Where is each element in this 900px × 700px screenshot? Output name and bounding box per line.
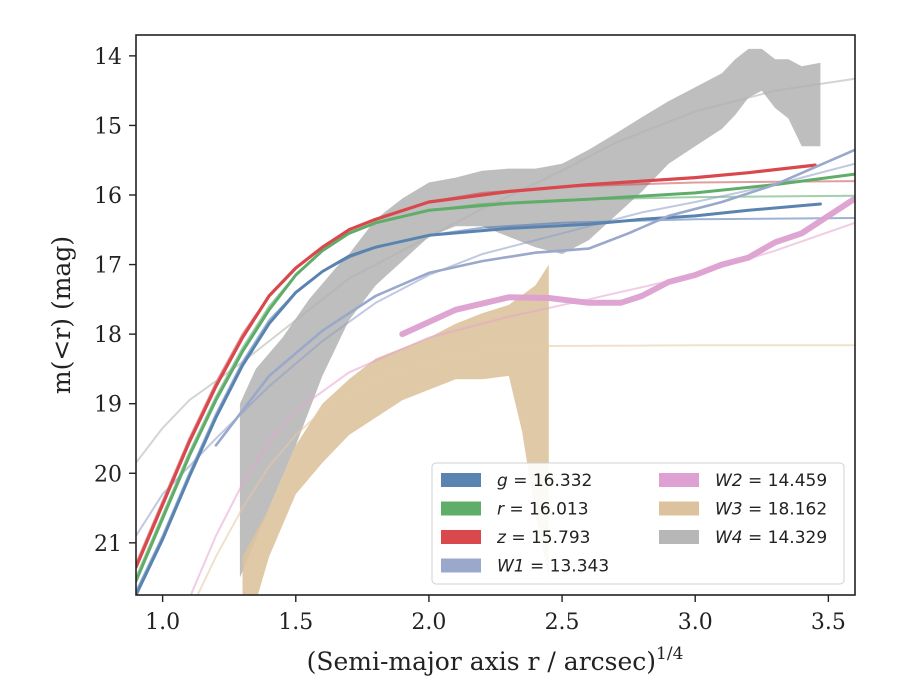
plot-frame xyxy=(135,34,856,596)
legend: g = 16.332 r = 16.013 z = 15.793 W1 = 13.34… xyxy=(431,462,845,585)
legend-label-r: r = 16.013 xyxy=(497,500,589,520)
x-tick-label: 1.5 xyxy=(278,610,313,635)
x-tick-label: 3.0 xyxy=(678,610,713,635)
x-axis-label: (Semi-major axis r / arcsec)1/4 xyxy=(307,644,684,676)
legend-label-W1: W1 = 13.343 xyxy=(497,557,609,577)
obs-curve-g xyxy=(136,202,822,595)
legend-swatch-W2 xyxy=(659,473,699,487)
x-tick-label: 1.0 xyxy=(145,610,180,635)
y-tick-label: 18 xyxy=(94,323,122,348)
legend-swatch-g xyxy=(441,473,481,487)
model-curve-W1 xyxy=(136,162,855,537)
obs-curve-W1 xyxy=(214,148,855,447)
plot-area xyxy=(136,48,855,595)
axis-ticks: 1.0 1.5 2.0 2.5 3.0 3.5 14 15 16 17 18 19 20 21 xyxy=(94,45,846,635)
legend-swatch-r xyxy=(441,501,481,516)
model-curve-W3 xyxy=(196,344,855,595)
y-tick-label: 15 xyxy=(94,114,122,139)
x-tick-label: 3.5 xyxy=(811,610,846,635)
y-tick-label: 17 xyxy=(94,254,122,279)
obs-curve-z xyxy=(136,163,817,569)
legend-label-g: g = 16.332 xyxy=(497,471,592,491)
x-tick-label: 2.5 xyxy=(545,610,580,635)
legend-label-W3: W3 = 18.162 xyxy=(715,500,827,520)
legend-label-W2: W2 = 14.459 xyxy=(715,471,827,491)
legend-swatch-W1 xyxy=(441,558,481,573)
y-tick-label: 20 xyxy=(94,462,122,487)
legend-swatch-z xyxy=(441,530,481,544)
legend-swatch-W4 xyxy=(659,530,699,544)
y-axis-label: m(<r) (mag) xyxy=(47,236,76,394)
y-tick-label: 16 xyxy=(94,184,122,209)
legend-label-W4: W4 = 14.329 xyxy=(715,528,827,548)
obs-curve-r xyxy=(136,172,855,583)
band-W3 xyxy=(242,264,549,595)
obs-curve-W2 xyxy=(399,195,855,338)
y-tick-label: 21 xyxy=(94,532,122,557)
legend-label-z: z = 15.793 xyxy=(496,528,590,548)
y-tick-label: 19 xyxy=(94,393,122,418)
legend-swatch-W3 xyxy=(659,501,699,516)
y-tick-label: 14 xyxy=(94,45,122,70)
legend-frame xyxy=(431,462,845,585)
x-tick-label: 2.0 xyxy=(411,610,446,635)
